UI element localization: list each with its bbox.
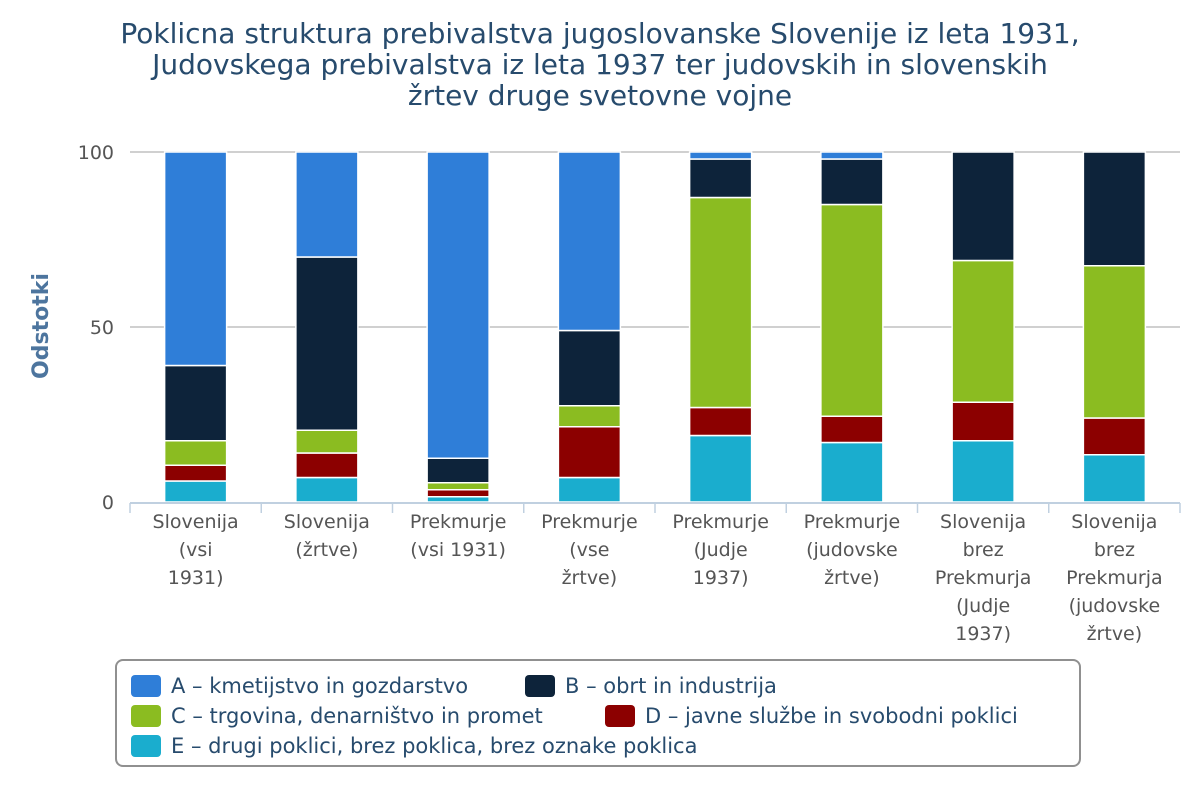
x-tick-label-line: Prekmurje — [804, 511, 901, 533]
x-tick-label-line: žrtve) — [562, 567, 618, 589]
bar-segment — [557, 426, 622, 479]
chart-title: Poklicna struktura prebivalstva jugoslov… — [0, 18, 1200, 111]
x-tick-label-line: 1937) — [955, 623, 1011, 645]
bar-segment — [820, 415, 884, 444]
x-tick-label: Prekmurje (vse žrtve) — [541, 511, 638, 589]
legend-item-a[interactable]: A – kmetijstvo in gozdarstvo — [131, 674, 468, 698]
bar-segment — [1082, 454, 1147, 503]
x-tick-label: Prekmurje (judovske žrtve) — [804, 511, 901, 589]
legend-swatch-d — [605, 705, 635, 727]
legend-swatch-e — [131, 735, 161, 757]
legend-item-c[interactable]: C – trgovina, denarništvo in promet — [131, 704, 543, 728]
legend-swatch-a — [131, 675, 161, 697]
x-tick-label-line: brez — [963, 539, 1004, 561]
bar-segment — [820, 203, 884, 417]
legend-item-b[interactable]: B – obrt in industrija — [525, 674, 777, 698]
x-tick-label-line: Prekmurje — [672, 511, 769, 533]
x-tick-label-line: (žrtve) — [295, 539, 358, 561]
bar-segment — [557, 151, 622, 332]
x-tick-label-line: (Judje — [956, 595, 1010, 617]
x-tick-label-line: Slovenija — [1071, 511, 1157, 533]
chart-title-line-2: Judovskega prebivalstva iz leta 1937 ter… — [152, 48, 1048, 81]
x-tick-label-line: Prekmurje — [410, 511, 507, 533]
x-tick-label: Slovenija brez Prekmurja (judovske žrtve) — [1066, 511, 1163, 645]
bar-segment — [426, 151, 490, 459]
legend: A – kmetijstvo in gozdarstvo B – obrt in… — [115, 659, 1081, 767]
x-tick-label: Slovenija (žrtve) — [284, 511, 370, 561]
bar-segment — [688, 196, 753, 409]
bar-segment — [295, 429, 359, 454]
x-tick-label-line: Prekmurja — [935, 567, 1032, 589]
x-tick-label-line: (judovske — [806, 539, 898, 561]
bar-segment — [1082, 151, 1147, 267]
bar-segment — [688, 434, 753, 503]
bar-segment — [163, 440, 228, 466]
bar-segment — [295, 476, 359, 503]
bar-segment — [1082, 417, 1147, 456]
bar-segment — [163, 364, 228, 442]
bar-segment — [295, 452, 359, 479]
bar-segment — [951, 259, 1015, 403]
bar-segment — [426, 496, 490, 503]
legend-label-e: E – drugi poklici, brez poklica, brez oz… — [171, 734, 698, 758]
x-tick-label-line: Slovenija — [284, 511, 370, 533]
legend-swatch-b — [525, 675, 555, 697]
y-axis-label: Odstotki — [29, 273, 54, 379]
bar-segment — [688, 406, 753, 437]
x-tick-label-line: Slovenija — [940, 511, 1026, 533]
x-tick-label-line: (judovske — [1069, 595, 1161, 617]
bar-segment — [163, 464, 228, 482]
x-tick-label-line: Prekmurja — [1066, 567, 1163, 589]
x-tick-label-line: (vsi 1931) — [410, 539, 506, 561]
bar-segment — [820, 441, 884, 503]
bar-segment — [1082, 265, 1147, 419]
bar-segment — [163, 151, 228, 367]
bar-segment — [688, 151, 753, 160]
bar-segment — [295, 256, 359, 431]
bar-segment — [557, 405, 622, 428]
bar-segment — [951, 440, 1015, 503]
x-tick-label-line: žrtve) — [824, 567, 880, 589]
bar-segment — [951, 401, 1015, 442]
x-tick-label-line: (vse — [569, 539, 609, 561]
x-tick-label-line: Slovenija — [153, 511, 239, 533]
bar-segment — [820, 151, 884, 160]
y-tick-label: 0 — [102, 492, 114, 514]
bar-segment — [557, 329, 622, 407]
legend-label-b: B – obrt in industrija — [565, 674, 777, 698]
x-tick-label: Prekmurje (vsi 1931) — [410, 511, 507, 561]
x-tick-label-line: Prekmurje — [541, 511, 638, 533]
legend-label-d: D – javne službe in svobodni poklici — [645, 704, 1018, 728]
x-tick-label-line: 1937) — [693, 567, 749, 589]
bar-segment — [295, 151, 359, 258]
x-tick-label: Slovenija (vsi 1931) — [153, 511, 239, 589]
chart-title-line-3: žrtev druge svetovne vojne — [407, 79, 793, 112]
bar-segment — [557, 476, 622, 503]
legend-item-e[interactable]: E – drugi poklici, brez poklica, brez oz… — [131, 734, 697, 758]
x-tick-label-line: žrtve) — [1087, 623, 1143, 645]
chart-title-line-1: Poklicna struktura prebivalstva jugoslov… — [120, 17, 1080, 50]
y-tick-label: 100 — [78, 142, 114, 164]
x-tick-label: Slovenija brez Prekmurja (Judje 1937) — [935, 511, 1032, 645]
y-tick-label: 50 — [90, 317, 114, 339]
bar-segment — [426, 489, 490, 498]
x-tick-label-line: (vsi — [179, 539, 213, 561]
bar-segment — [688, 158, 753, 199]
legend-item-d[interactable]: D – javne službe in svobodni poklici — [605, 704, 1018, 728]
bar-segment — [951, 151, 1015, 262]
x-tick-label-line: (Judje — [694, 539, 748, 561]
bar-segment — [820, 158, 884, 206]
x-tick-label: Prekmurje (Judje 1937) — [672, 511, 769, 589]
legend-label-c: C – trgovina, denarništvo in promet — [171, 704, 543, 728]
legend-label-a: A – kmetijstvo in gozdarstvo — [171, 674, 469, 698]
bar-segment — [426, 457, 490, 484]
bar-segment — [426, 482, 490, 491]
x-tick-label-line: 1931) — [168, 567, 224, 589]
legend-swatch-c — [131, 705, 161, 727]
bar-segment — [163, 480, 228, 503]
x-tick-label-line: brez — [1094, 539, 1135, 561]
